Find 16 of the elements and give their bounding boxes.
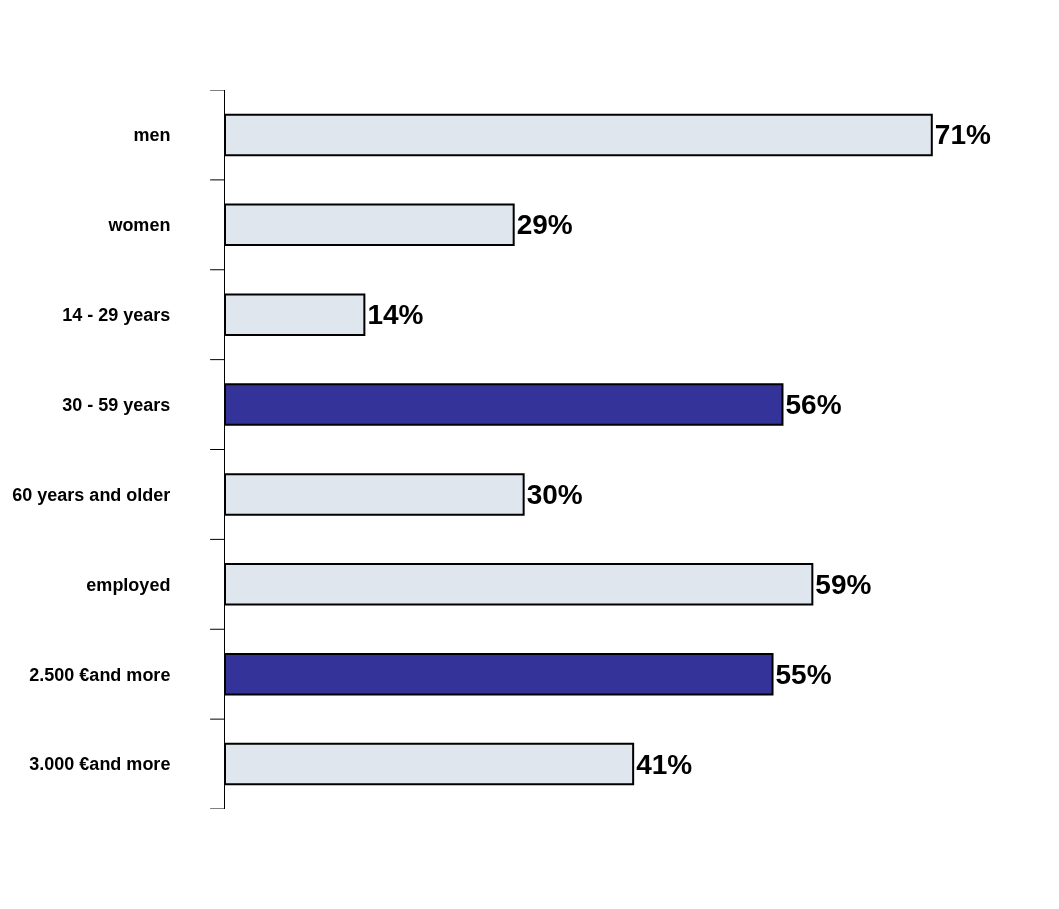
y-tick-label: 14 - 29 years (62, 304, 171, 325)
y-tick-label: men (133, 125, 171, 146)
data-label: 41% (636, 748, 693, 780)
data-label: 71% (934, 119, 991, 151)
data-label: 29% (516, 209, 573, 241)
y-tick-label: 30 - 59 years (62, 394, 171, 415)
data-label: 30% (526, 478, 583, 510)
y-tick-label: women (107, 215, 171, 236)
y-tick-label: 60 years and older (12, 484, 171, 505)
data-label: 55% (775, 658, 832, 690)
data-label: 14% (367, 299, 424, 331)
y-tick-label: 3.000 €and more (29, 754, 171, 775)
data-label: 56% (785, 389, 842, 421)
y-tick-label: employed (86, 574, 171, 595)
y-tick-label: 2.500 €and more (29, 664, 171, 685)
data-label: 59% (815, 568, 872, 600)
